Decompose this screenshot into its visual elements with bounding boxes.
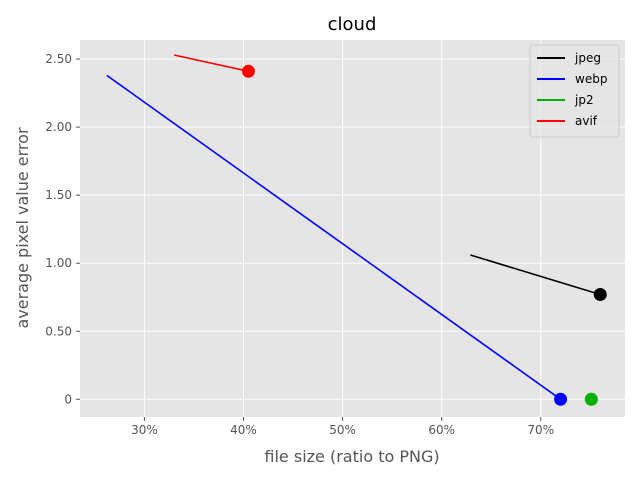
x-tick-label: 40% (230, 423, 257, 437)
x-axis-ticks: 30% 40% 50% 60% 70% (131, 417, 554, 437)
x-tick-label: 70% (527, 423, 554, 437)
y-tick-label: 0 (64, 392, 72, 406)
legend-label-avif: avif (575, 114, 598, 128)
x-tick-label: 30% (131, 423, 158, 437)
series-line-jpeg (470, 254, 601, 296)
y-tick-label: 1.50 (45, 188, 72, 202)
legend-label-jp2: jp2 (574, 93, 594, 107)
legend-box (529, 44, 620, 138)
x-tick-label: 50% (329, 423, 356, 437)
y-tick-label: 0.50 (45, 324, 72, 338)
y-axis-label: average pixel value error (13, 127, 32, 328)
legend: jpeg webp jp2 avif (529, 44, 620, 138)
y-tick-label: 2.50 (45, 52, 72, 66)
y-axis-ticks: 0 0.50 1.00 1.50 2.00 2.50 (45, 52, 80, 406)
y-tick-label: 1.00 (45, 256, 72, 270)
series-layer (106, 54, 607, 406)
legend-label-webp: webp (575, 72, 607, 86)
x-axis-label: file size (ratio to PNG) (264, 447, 439, 466)
series-marker-webp (554, 392, 568, 406)
series-line-webp (106, 74, 562, 400)
series-line-avif (173, 54, 249, 73)
series-marker-jp2 (584, 392, 598, 406)
series-marker-avif (241, 64, 255, 78)
chart-title: cloud (328, 14, 377, 35)
y-tick-label: 2.00 (45, 120, 72, 134)
legend-label-jpeg: jpeg (574, 51, 601, 65)
series-marker-jpeg (593, 288, 607, 302)
x-tick-label: 60% (428, 423, 455, 437)
